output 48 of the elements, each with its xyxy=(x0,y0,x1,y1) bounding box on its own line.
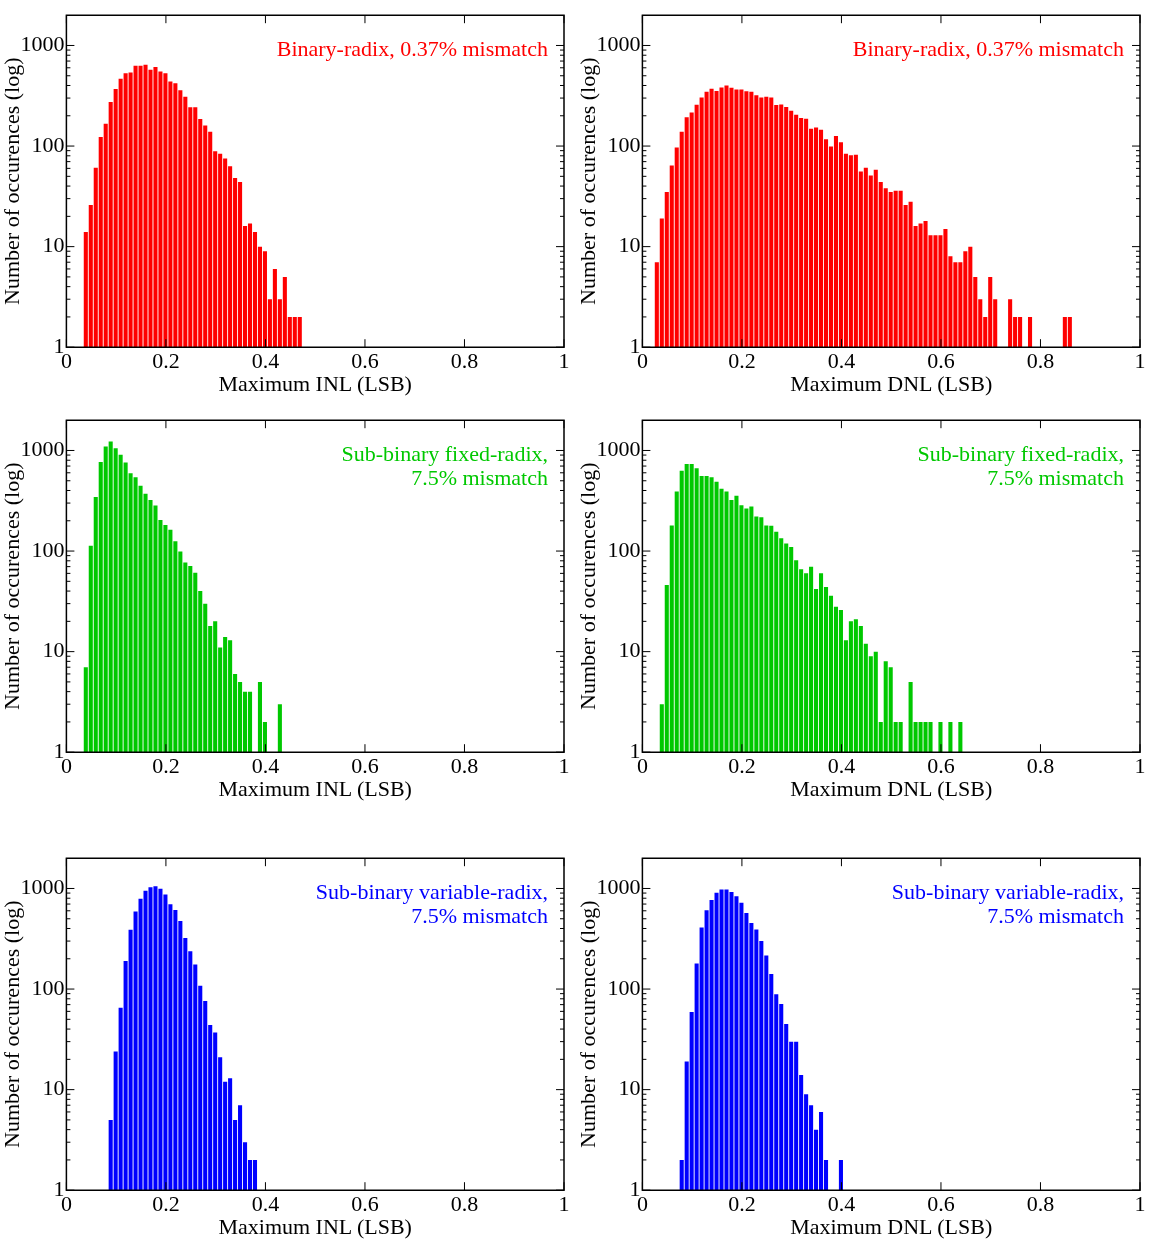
y-tick-label: 10 xyxy=(42,637,65,663)
x-tick-label: 0.8 xyxy=(1026,753,1055,779)
y-axis-title: Number of occurences (log) xyxy=(0,900,24,1148)
y-tick-label: 1000 xyxy=(20,31,65,57)
x-tick-label: 1 xyxy=(1134,1191,1146,1217)
y-tick-label: 1000 xyxy=(596,436,641,462)
y-tick-label: 1000 xyxy=(596,874,641,900)
y-tick-label: 1000 xyxy=(20,436,65,462)
x-tick-label: 0.2 xyxy=(728,753,756,779)
y-axis-title: Number of occurences (log) xyxy=(0,462,24,710)
y-tick-label: 100 xyxy=(607,131,641,157)
x-tick-label: 1 xyxy=(558,1191,570,1217)
annotation: Binary-radix, 0.37% mismatch xyxy=(276,35,548,61)
y-tick-label: 10 xyxy=(42,1075,65,1101)
x-tick-label: 0.8 xyxy=(450,348,479,374)
annotation: Binary-radix, 0.37% mismatch xyxy=(852,35,1124,61)
x-tick-label: 0.8 xyxy=(450,753,479,779)
x-tick-label: 1 xyxy=(1134,753,1146,779)
y-tick-label: 100 xyxy=(607,536,641,562)
y-tick-label: 100 xyxy=(607,974,641,1000)
x-tick-label: 0.8 xyxy=(450,1191,479,1217)
x-tick-label: 1 xyxy=(558,753,570,779)
x-tick-label: 1 xyxy=(1134,348,1146,374)
x-tick-label: 0.8 xyxy=(1026,1191,1055,1217)
x-tick-label: 0.2 xyxy=(152,1191,180,1217)
y-tick-label: 10 xyxy=(618,1075,641,1101)
x-tick-label: 0.2 xyxy=(728,1191,756,1217)
y-axis-title: Number of occurences (log) xyxy=(574,57,600,305)
y-tick-label: 10 xyxy=(618,232,641,258)
x-tick-label: 0.8 xyxy=(1026,348,1055,374)
x-tick-label: 0.2 xyxy=(152,348,180,374)
y-tick-label: 1000 xyxy=(596,31,641,57)
y-tick-label: 100 xyxy=(31,536,65,562)
y-tick-label: 10 xyxy=(618,637,641,663)
annotation: Sub-binary variable-radix, 7.5% mismatch xyxy=(891,878,1124,928)
y-axis-title: Number of occurences (log) xyxy=(0,57,24,305)
annotation: Sub-binary fixed-radix, 7.5% mismatch xyxy=(341,440,548,490)
annotation: Sub-binary fixed-radix, 7.5% mismatch xyxy=(917,440,1124,490)
y-tick-label: 100 xyxy=(31,974,65,1000)
y-tick-label: 100 xyxy=(31,131,65,157)
x-tick-label: 1 xyxy=(558,348,570,374)
y-tick-label: 1000 xyxy=(20,874,65,900)
x-tick-label: 0.2 xyxy=(728,348,756,374)
x-tick-label: 0.2 xyxy=(152,753,180,779)
annotation: Sub-binary variable-radix, 7.5% mismatch xyxy=(315,878,548,928)
y-axis-title: Number of occurences (log) xyxy=(574,900,600,1148)
y-axis-title: Number of occurences (log) xyxy=(574,462,600,710)
y-tick-label: 10 xyxy=(42,232,65,258)
